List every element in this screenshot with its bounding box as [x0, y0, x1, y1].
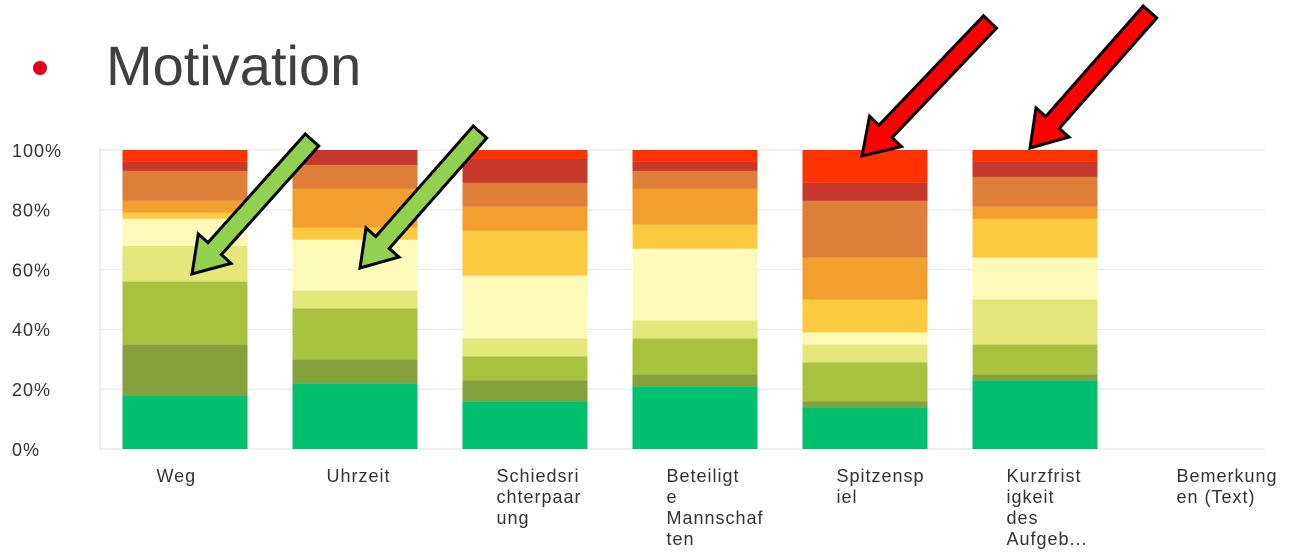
- bar-segment: [122, 170, 248, 201]
- bar-segment: [462, 380, 588, 402]
- bar-segment: [462, 230, 588, 276]
- bar-segment: [122, 200, 248, 213]
- bar-segment: [802, 332, 928, 345]
- bar-segment: [122, 344, 248, 396]
- bar-segment: [632, 248, 758, 321]
- bar-segment: [122, 281, 248, 345]
- y-tick-label: 40%: [12, 320, 51, 340]
- bar-segment: [462, 182, 588, 207]
- bar-segment: [632, 170, 758, 189]
- bar-segment: [462, 356, 588, 381]
- bar-segment: [462, 206, 588, 231]
- bar-segment: [292, 164, 418, 189]
- x-tick-label: Weg: [156, 466, 197, 486]
- bar-segment: [632, 150, 758, 162]
- bar-segment: [462, 338, 588, 357]
- plot-area: 0% 20% 40% 60% 80% 100%: [12, 141, 1265, 460]
- bar-segment: [802, 299, 928, 333]
- bar-segment: [972, 344, 1098, 375]
- x-tick-label: Uhrzeit: [326, 466, 391, 486]
- chart-title: Motivation: [106, 34, 362, 97]
- bar-segment: [462, 275, 588, 339]
- bar-segment: [292, 383, 418, 449]
- bar-segment: [292, 239, 418, 291]
- bar-segment: [632, 224, 758, 249]
- annotation-arrows: [190, 3, 1159, 277]
- bar-segment: [972, 299, 1098, 345]
- bar-segment: [122, 150, 248, 162]
- bar-segment: [122, 161, 248, 171]
- bar-segment: [802, 401, 928, 408]
- y-tick-label: 100%: [12, 141, 62, 161]
- y-tick-label: 80%: [12, 201, 51, 221]
- bar-segment: [292, 359, 418, 384]
- bar-segment: [632, 374, 758, 387]
- arrow: [860, 13, 999, 158]
- bar-segment: [292, 150, 418, 165]
- bar-segment: [972, 176, 1098, 207]
- bar-segment: [972, 257, 1098, 300]
- bullet: [33, 61, 47, 75]
- bar-segment: [632, 338, 758, 375]
- bar-segment: [802, 344, 928, 363]
- bar-segment: [972, 150, 1098, 162]
- y-tick-label: 60%: [12, 260, 51, 280]
- bar-segment: [972, 374, 1098, 381]
- bar-segment: [632, 320, 758, 339]
- bar-segment: [802, 200, 928, 258]
- bar-segment: [122, 395, 248, 449]
- x-tick-label: Beteiligt e Mannschaf ten: [666, 466, 764, 549]
- x-tick-label: Spitzensp iel: [836, 466, 925, 507]
- bar-segment: [462, 158, 588, 183]
- x-tick-label: Schiedsri chterpaar ung: [496, 466, 582, 528]
- bar-segment: [972, 218, 1098, 258]
- arrow: [190, 131, 321, 277]
- bar-segment: [802, 407, 928, 449]
- y-tick-label: 0%: [12, 440, 40, 460]
- bar-segment: [462, 150, 588, 159]
- bar-segment: [632, 161, 758, 171]
- x-tick-label: Kurzfrist igkeit des Aufgeb...: [1006, 466, 1088, 549]
- x-tick-label: Bemerkung en (Text): [1176, 466, 1278, 507]
- bar-segment: [802, 362, 928, 402]
- bar-segment: [122, 212, 248, 219]
- bar-segment: [462, 401, 588, 449]
- bar-segment: [972, 380, 1098, 449]
- bar-segment: [292, 308, 418, 360]
- bar-segment: [802, 182, 928, 201]
- arrow: [1028, 3, 1159, 151]
- arrow: [358, 123, 489, 271]
- bar-segment: [292, 227, 418, 240]
- bar-segment: [972, 206, 1098, 219]
- bar-segment: [632, 386, 758, 449]
- bar-segment: [292, 290, 418, 309]
- bar-segment: [972, 161, 1098, 177]
- y-tick-label: 20%: [12, 380, 51, 400]
- bar-segment: [632, 188, 758, 225]
- bar-segment: [802, 257, 928, 300]
